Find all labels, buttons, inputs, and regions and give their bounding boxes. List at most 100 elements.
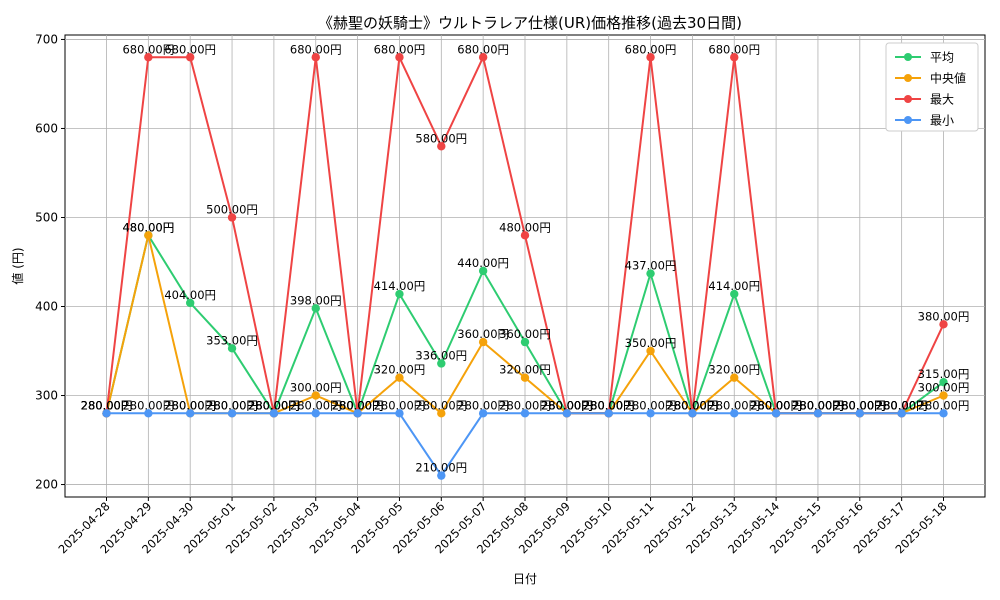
legend-label: 最小 [930, 114, 954, 128]
data-label: 414.00円 [708, 279, 760, 293]
data-point [269, 409, 279, 418]
data-label: 280.00円 [708, 398, 760, 412]
data-point [437, 409, 446, 418]
data-label: 280.00円 [750, 398, 802, 412]
data-label: 280.00円 [876, 398, 928, 412]
data-point [311, 53, 320, 62]
data-point [437, 471, 446, 480]
data-point [646, 409, 655, 418]
data-label: 320.00円 [499, 363, 551, 377]
data-label: 360.00円 [457, 327, 509, 341]
legend-label: 平均 [930, 51, 954, 65]
data-point [478, 337, 488, 347]
data-point [520, 231, 530, 240]
data-point [939, 320, 948, 329]
data-point [520, 337, 530, 347]
data-label: 480.00円 [499, 220, 551, 234]
data-point [897, 409, 906, 418]
data-label: 280.00円 [81, 398, 133, 412]
data-label: 280.00円 [583, 398, 635, 412]
data-label: 320.00円 [708, 363, 760, 377]
data-label: 680.00円 [374, 42, 426, 56]
data-label: 680.00円 [290, 42, 342, 56]
data-point [311, 409, 320, 418]
data-label: 280.00円 [834, 398, 886, 412]
data-label: 500.00円 [206, 202, 258, 216]
y-axis: 200 300 400 500 600 700 [35, 32, 65, 492]
data-point [771, 409, 781, 418]
data-label: 280.00円 [206, 398, 258, 412]
data-label: 280.00円 [290, 398, 342, 412]
data-label: 280.00円 [164, 398, 216, 412]
data-label: 280.00円 [667, 398, 719, 412]
data-label: 280.00円 [834, 398, 886, 412]
legend-box [885, 42, 979, 132]
data-label: 280.00円 [541, 398, 593, 412]
data-label: 280.00円 [81, 398, 133, 412]
data-point [939, 377, 948, 387]
data-point [144, 53, 153, 62]
data-label: 280.00円 [918, 398, 970, 412]
data-labels: 280.00円 480.00円 404.00円 353.00円 280.00円 398.0… [81, 42, 970, 474]
data-label: 280.00円 [122, 398, 174, 412]
data-label: 680.00円 [457, 42, 509, 56]
data-label: 280.00円 [81, 398, 133, 412]
y-tick-label: 300 [35, 389, 58, 403]
data-label: 210.00円 [415, 461, 467, 475]
data-label: 280.00円 [332, 398, 384, 412]
data-point [478, 53, 488, 62]
data-point [186, 409, 195, 418]
data-label: 280.00円 [876, 398, 928, 412]
data-label: 680.00円 [164, 42, 216, 56]
data-label: 280.00円 [625, 398, 677, 412]
data-label: 300.00円 [290, 381, 342, 395]
chart-title: 《赫聖の妖騎士》ウルトラレア仕様(UR)価格推移(過去30日間) [318, 14, 742, 32]
data-label: 315.00円 [918, 367, 970, 381]
legend-marker [904, 116, 912, 124]
data-label: 280.00円 [750, 398, 802, 412]
y-axis-label: 値 (円) [10, 247, 25, 284]
data-point [144, 409, 153, 418]
data-label: 353.00円 [206, 333, 258, 347]
data-point [688, 409, 697, 418]
x-axis: 2025-04-282025-04-292025-04-302025-05-01… [55, 497, 950, 556]
data-point [813, 409, 823, 418]
data-label: 280.00円 [164, 398, 216, 412]
data-point [939, 409, 948, 418]
data-point [939, 391, 948, 400]
data-label: 280.00円 [834, 398, 886, 412]
data-label: 680.00円 [708, 42, 760, 56]
data-point [437, 359, 446, 368]
y-tick-label: 200 [35, 478, 58, 492]
data-label: 360.00円 [499, 327, 551, 341]
data-label: 280.00円 [750, 398, 802, 412]
data-label: 320.00円 [374, 363, 426, 377]
data-label: 300.00円 [918, 381, 970, 395]
data-point [311, 304, 320, 313]
legend-marker [904, 95, 912, 103]
data-label: 440.00円 [457, 256, 509, 270]
data-point [478, 266, 488, 276]
data-label: 414.00円 [374, 279, 426, 293]
data-label: 380.00円 [918, 309, 970, 323]
data-label: 680.00円 [625, 42, 677, 56]
data-point [311, 391, 320, 400]
data-label: 280.00円 [332, 398, 384, 412]
data-point [520, 373, 530, 382]
data-label: 398.00円 [290, 293, 342, 307]
data-label: 280.00円 [332, 398, 384, 412]
data-label: 480.00円 [122, 220, 174, 234]
data-label: 480.00円 [122, 220, 174, 234]
data-label: 404.00円 [164, 288, 216, 302]
data-label: 280.00円 [583, 398, 635, 412]
data-label: 280.00円 [583, 398, 635, 412]
data-label: 280.00円 [792, 398, 844, 412]
data-label: 280.00円 [81, 398, 133, 412]
data-point [395, 373, 404, 382]
legend-label: 最大 [930, 93, 954, 107]
data-label: 280.00円 [667, 398, 719, 412]
data-point [437, 142, 446, 151]
data-label: 280.00円 [667, 398, 719, 412]
data-label: 580.00円 [415, 131, 467, 145]
